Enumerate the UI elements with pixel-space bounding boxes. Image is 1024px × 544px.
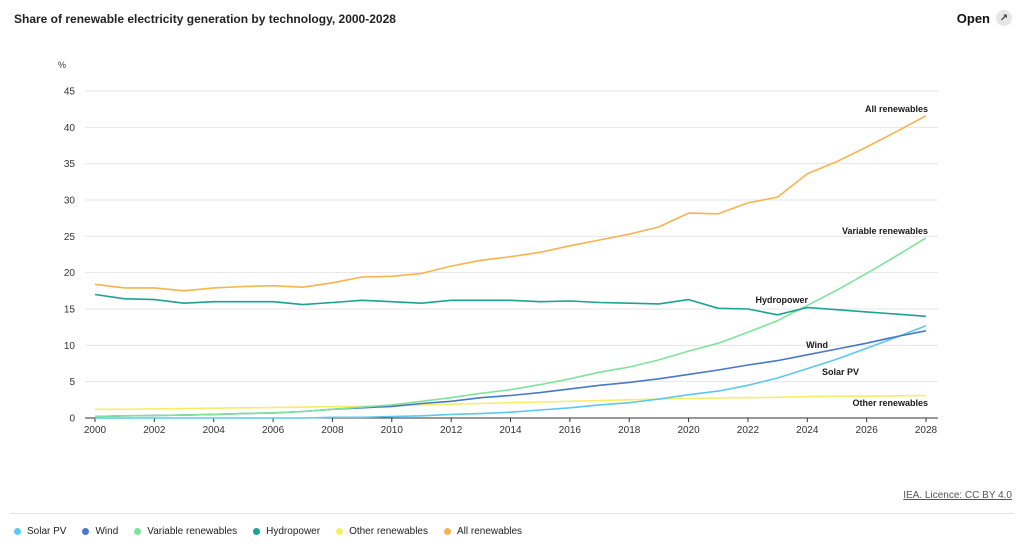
legend-swatch bbox=[253, 528, 261, 535]
legend-item-all-renewables[interactable]: All renewables bbox=[444, 526, 522, 537]
line-chart: % 0 5 10 15 20 25 30 35 40 45 2000 2002 2004 2006 2008 2… bbox=[58, 60, 938, 436]
series-label-other-renewables: Other renewables bbox=[852, 398, 928, 408]
legend-label: Solar PV bbox=[27, 526, 67, 537]
y-tick-label: 15 bbox=[64, 305, 76, 316]
legend-swatch bbox=[134, 528, 142, 535]
y-tick-label: 30 bbox=[64, 196, 76, 207]
licence-link[interactable]: IEA. Licence: CC BY 4.0 bbox=[903, 490, 1012, 501]
x-tick-label: 2018 bbox=[618, 425, 641, 436]
legend-swatch bbox=[14, 528, 21, 535]
x-tick-label: 2028 bbox=[915, 425, 938, 436]
series-label-variable-renewables: Variable renewables bbox=[842, 226, 928, 236]
chart-header: Share of renewable electricity generatio… bbox=[14, 10, 1012, 30]
series-label-all-renewables: All renewables bbox=[865, 104, 928, 114]
x-tick-label: 2020 bbox=[677, 425, 700, 436]
legend-label: All renewables bbox=[457, 526, 523, 537]
y-tick-label: 25 bbox=[64, 232, 76, 243]
series-line-solar-pv bbox=[95, 324, 927, 419]
y-tick-label: 5 bbox=[69, 377, 75, 388]
legend-swatch bbox=[444, 528, 451, 535]
y-tick-label: 35 bbox=[64, 159, 76, 170]
x-tick-label: 2022 bbox=[737, 425, 760, 436]
x-tick-label: 2002 bbox=[143, 425, 166, 436]
x-tick-label: 2000 bbox=[84, 425, 107, 436]
series-line-variable-renewables bbox=[94, 237, 927, 418]
legend-item-variable-renewables[interactable]: Variable renewables bbox=[134, 526, 237, 537]
series-line-other-renewables bbox=[95, 394, 927, 411]
x-tick-label: 2026 bbox=[856, 425, 879, 436]
y-tick-label: 40 bbox=[64, 123, 76, 134]
y-axis-unit-label: % bbox=[58, 60, 66, 70]
legend-item-wind[interactable]: Wind bbox=[82, 526, 118, 537]
legend-item-solar-pv[interactable]: Solar PV bbox=[14, 526, 66, 537]
x-tick-label: 2014 bbox=[499, 425, 522, 436]
x-tick-label: 2008 bbox=[321, 425, 344, 436]
series-label-solar-pv: Solar PV bbox=[822, 367, 859, 377]
series-line-all-renewables bbox=[94, 114, 927, 292]
y-tick-label: 10 bbox=[64, 341, 76, 352]
series-line-wind bbox=[94, 330, 927, 418]
legend-label: Wind bbox=[95, 526, 119, 537]
legend-swatch bbox=[82, 528, 90, 535]
series-label-wind: Wind bbox=[806, 340, 828, 350]
open-button-label: Open bbox=[956, 10, 990, 26]
x-tick-label: 2016 bbox=[559, 425, 582, 436]
y-tick-label: 20 bbox=[64, 268, 76, 279]
y-tick-label: 45 bbox=[64, 87, 76, 98]
legend-label: Variable renewables bbox=[147, 526, 238, 537]
x-tick-label: 2024 bbox=[796, 425, 819, 436]
legend-item-hydropower[interactable]: Hydropower bbox=[253, 526, 320, 537]
external-link-icon: ↗ bbox=[996, 10, 1012, 26]
legend-label: Other renewables bbox=[349, 526, 428, 537]
legend-label: Hydropower bbox=[266, 526, 321, 537]
series-label-hydropower: Hydropower bbox=[755, 295, 808, 305]
chart-legend: Solar PV Wind Variable renewables Hydropowe… bbox=[14, 526, 522, 537]
open-button[interactable]: Open ↗ bbox=[957, 10, 1012, 26]
legend-item-other-renewables[interactable]: Other renewables bbox=[336, 526, 428, 537]
footer-divider bbox=[10, 513, 1014, 514]
x-tick-label: 2006 bbox=[262, 425, 285, 436]
legend-swatch bbox=[336, 528, 344, 535]
chart-title: Share of renewable electricity generatio… bbox=[14, 12, 396, 26]
x-tick-label: 2004 bbox=[203, 425, 226, 436]
x-tick-label: 2010 bbox=[381, 425, 404, 436]
x-tick-label: 2012 bbox=[440, 425, 463, 436]
y-tick-label: 0 bbox=[69, 414, 75, 425]
series-line-hydropower bbox=[94, 293, 927, 318]
